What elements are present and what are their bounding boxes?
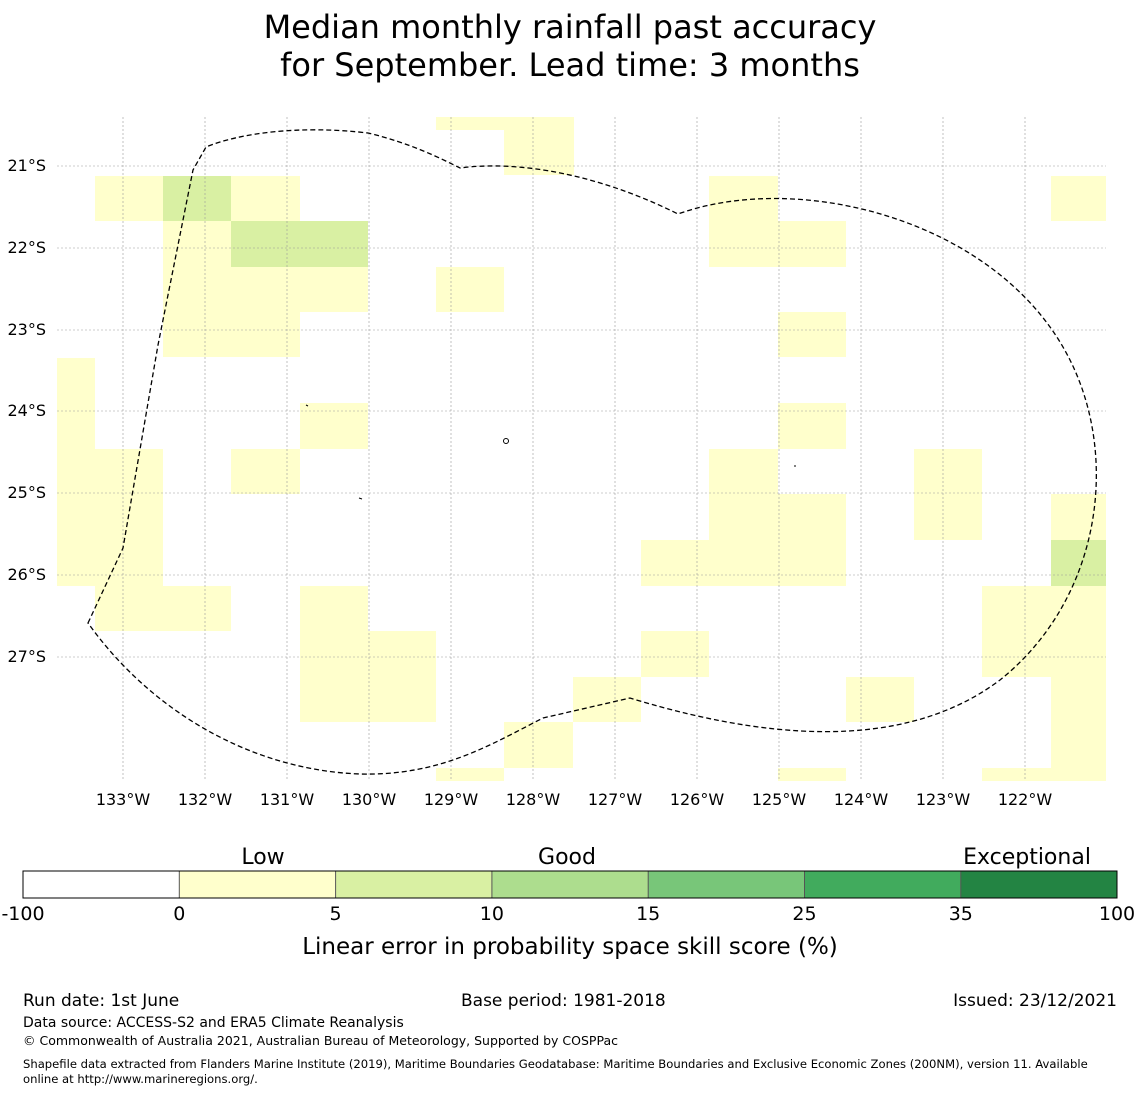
colorbar-legend: Low Good Exceptional -100 0 5 10 15 25 3… xyxy=(1,845,1135,960)
skill-score-map: 21°S 22°S 23°S 24°S 25°S 26°S 27°S 133°W… xyxy=(1,117,1135,960)
chart-title-line1: Median monthly rainfall past accuracy xyxy=(263,8,877,46)
skill-score-grid xyxy=(57,117,1106,781)
lon-label: 131°W xyxy=(260,790,315,809)
colorbar-tick: 15 xyxy=(636,903,660,925)
lat-label: 25°S xyxy=(7,483,46,502)
copyright-notice: © Commonwealth of Australia 2021, Austra… xyxy=(23,1033,618,1048)
legend-category-exceptional: Exceptional xyxy=(963,845,1091,870)
lon-label: 130°W xyxy=(342,790,397,809)
lon-label: 133°W xyxy=(96,790,151,809)
colorbar-tick: 100 xyxy=(1099,903,1135,925)
lon-label: 128°W xyxy=(506,790,561,809)
latitude-labels: 21°S 22°S 23°S 24°S 25°S 26°S 27°S xyxy=(7,156,46,666)
data-source: Data source: ACCESS-S2 and ERA5 Climate … xyxy=(23,1015,404,1031)
lon-label: 126°W xyxy=(670,790,725,809)
colorbar-segment xyxy=(648,871,805,898)
colorbar-tick: 0 xyxy=(173,903,185,925)
lon-label: 129°W xyxy=(424,790,479,809)
colorbar-segment xyxy=(960,871,1117,898)
lon-label: 123°W xyxy=(916,790,971,809)
lat-label: 23°S xyxy=(7,320,46,339)
chart-title-line2: for September. Lead time: 3 months xyxy=(280,46,860,84)
lon-label: 132°W xyxy=(178,790,233,809)
longitude-labels: 133°W 132°W 131°W 130°W 129°W 128°W 127°… xyxy=(96,790,1053,809)
colorbar-tick: 35 xyxy=(949,903,973,925)
colorbar-segment xyxy=(804,871,961,898)
base-period: Base period: 1981-2018 xyxy=(461,991,666,1011)
lat-label: 26°S xyxy=(7,565,46,584)
colorbar-segment xyxy=(179,871,336,898)
graticule xyxy=(57,117,1106,781)
colorbar-axis-label: Linear error in probability space skill … xyxy=(302,934,838,960)
lon-label: 122°W xyxy=(998,790,1053,809)
colorbar-segment xyxy=(491,871,649,898)
colorbar-segment xyxy=(335,871,492,898)
colorbar-segment xyxy=(23,871,180,898)
lat-label: 24°S xyxy=(7,401,46,420)
shapefile-credit-line2: online at http://www.marineregions.org/. xyxy=(23,1072,258,1086)
colorbar-tick: -100 xyxy=(1,903,44,925)
lat-label: 27°S xyxy=(7,647,46,666)
issued-date: Issued: 23/12/2021 xyxy=(953,991,1117,1011)
lon-label: 124°W xyxy=(834,790,889,809)
lat-label: 22°S xyxy=(7,238,46,257)
colorbar-tick: 25 xyxy=(792,903,816,925)
lat-label: 21°S xyxy=(7,156,46,175)
lon-label: 125°W xyxy=(752,790,807,809)
colorbar-tick: 10 xyxy=(480,903,504,925)
shapefile-credit-line1: Shapefile data extracted from Flanders M… xyxy=(23,1057,1088,1071)
legend-category-good: Good xyxy=(538,845,596,870)
colorbar-tick: 5 xyxy=(330,903,342,925)
legend-category-low: Low xyxy=(241,845,284,870)
eez-boundary xyxy=(87,129,1097,775)
run-date: Run date: 1st June xyxy=(23,991,180,1011)
island-markers xyxy=(305,404,796,500)
lon-label: 127°W xyxy=(588,790,643,809)
